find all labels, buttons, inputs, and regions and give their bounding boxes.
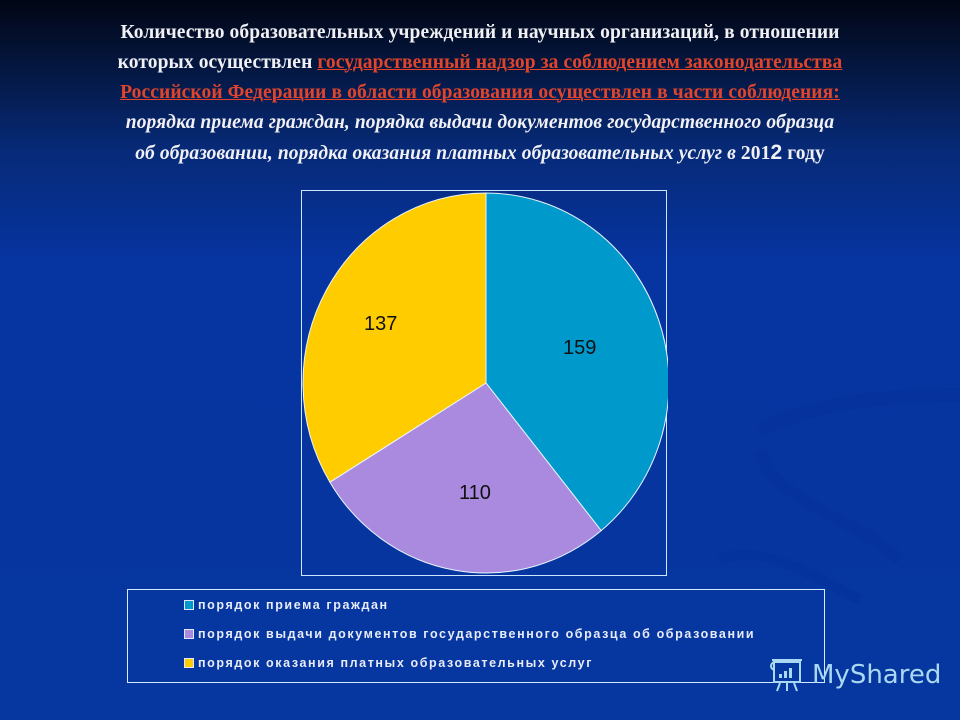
slice-documents xyxy=(329,382,602,574)
title-line-3: Российской Федерации в области образован… xyxy=(30,78,930,108)
title-line-4: порядка приема граждан, порядка выдачи д… xyxy=(125,112,835,133)
title-line-1: Количество образовательных учреждений и … xyxy=(120,22,840,43)
pie-chart-area: 159 110 137 xyxy=(301,190,668,576)
presentation-board-icon xyxy=(770,659,802,692)
legend-item-documents: порядок выдачи документов государственно… xyxy=(184,627,755,641)
supervision-link[interactable]: государственный надзор за соблюдением за… xyxy=(317,52,843,73)
slice-admission xyxy=(485,192,668,532)
legend-item-paid: порядок оказания платных образовательных… xyxy=(184,656,593,670)
legend-item-admission: порядок приема граждан xyxy=(184,598,389,612)
legend-swatch-yellow xyxy=(184,658,194,668)
legend-swatch-purple xyxy=(184,629,194,639)
pie-chart xyxy=(302,192,668,574)
slice-label-paid: 137 xyxy=(364,313,398,335)
title-line-2: которых осуществлен государственный надз… xyxy=(117,52,843,73)
slice-paid xyxy=(302,192,487,483)
legend-swatch-cyan xyxy=(184,600,194,610)
slice-label-documents: 110 xyxy=(459,482,491,504)
watermark-text: MyShared xyxy=(812,660,942,690)
slide-title: Количество образовательных учреждений и … xyxy=(30,18,930,169)
myshared-watermark[interactable]: MyShared xyxy=(768,656,941,694)
slice-label-admission: 159 xyxy=(563,337,597,359)
supervision-link-cont[interactable]: Российской Федерации в области образован… xyxy=(120,82,840,103)
title-line-5: об образовании, порядка оказания платных… xyxy=(135,141,825,164)
chart-legend: порядок приема граждан порядок выдачи до… xyxy=(127,589,825,683)
